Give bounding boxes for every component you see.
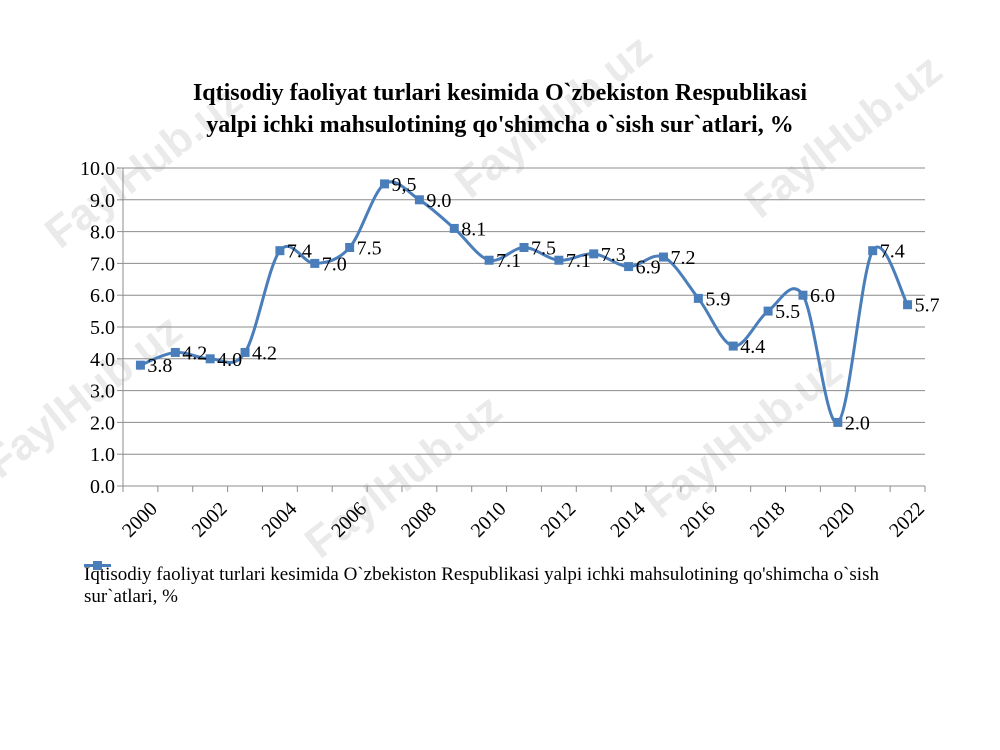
data-label: 8.1 [461, 218, 486, 240]
data-label: 7.0 [322, 253, 347, 275]
data-point-marker [380, 179, 390, 189]
data-label: 4.4 [740, 336, 765, 358]
legend-entry-label: Iqtisodiy faoliyat turlari kesimida O`zb… [84, 564, 879, 607]
data-point-marker [170, 347, 180, 357]
data-point-marker [728, 341, 738, 351]
data-label: 7.4 [287, 241, 312, 263]
data-point-marker [135, 360, 145, 370]
data-label: 7.5 [531, 238, 556, 260]
series-line [139, 180, 909, 424]
x-tick-label: 2010 [467, 498, 511, 542]
data-point-marker [763, 306, 773, 316]
x-tick-label: 2002 [188, 498, 232, 542]
data-label: 4.2 [252, 342, 277, 364]
series-markers [135, 179, 913, 427]
data-point-marker [833, 417, 843, 427]
x-tick-label: 2000 [118, 498, 162, 542]
y-tick-label: 4.0 [90, 349, 115, 371]
y-tick-label: 3.0 [90, 381, 115, 403]
data-point-marker [484, 255, 494, 265]
data-label: 9,5 [392, 174, 417, 196]
data-label: 4.2 [182, 342, 207, 364]
data-label: 5.5 [775, 301, 800, 323]
chart-title-line-2: yalpi ichki mahsulotining qo'shimcha o`s… [206, 112, 793, 138]
data-point-marker [624, 262, 634, 272]
x-tick-label: 2004 [258, 498, 302, 542]
y-tick-label: 5.0 [90, 317, 115, 339]
x-tick-labels: 2000 2002 2004 2006 2008 2010 2012 2014 2016 2018… [118, 498, 929, 542]
data-point-marker [414, 195, 424, 205]
data-label: 3.8 [147, 355, 172, 377]
data-label: 7.2 [670, 247, 695, 269]
data-point-marker [275, 246, 285, 256]
y-tick-label: 0.0 [90, 476, 115, 498]
y-tick-label: 10.0 [80, 158, 115, 180]
y-tick-label: 9.0 [90, 190, 115, 212]
y-tick-label: 6.0 [90, 285, 115, 307]
data-label: 7.5 [357, 238, 382, 260]
data-label: 7.1 [566, 250, 591, 272]
watermark-text: FaylHub.uz [296, 385, 511, 568]
data-point-marker [903, 300, 913, 310]
data-label: 5.9 [705, 288, 730, 310]
data-label: 7.3 [601, 244, 626, 266]
y-tick-label: 2.0 [90, 412, 115, 434]
axes [122, 168, 926, 492]
data-point-marker [449, 223, 459, 233]
data-point-marker [554, 255, 564, 265]
y-tick-label: 1.0 [90, 444, 115, 466]
data-label: 7.1 [496, 250, 521, 272]
data-point-marker [240, 347, 250, 357]
watermark-text: FaylHub.uz [636, 345, 851, 528]
data-point-marker [310, 258, 320, 268]
data-label: 7.4 [880, 241, 905, 263]
y-tick-labels: 0.0 1.0 2.0 3.0 4.0 5.0 6.0 7.0 8.0 9.0 10.0 [80, 158, 115, 498]
x-tick-label: 2012 [536, 498, 580, 542]
x-tick-label: 2014 [606, 498, 650, 542]
data-point-marker [798, 290, 808, 300]
data-point-marker [658, 252, 668, 262]
x-tick-label: 2018 [746, 498, 790, 542]
data-point-marker [589, 249, 599, 259]
y-tick-label: 8.0 [90, 222, 115, 244]
data-point-marker [693, 293, 703, 303]
data-point-marker [345, 243, 355, 252]
data-labels: 3.8 4.2 4.0 4.2 7.4 7.0 7.5 9,5 9.0 8.1 7.1 7.5 7.1 7… [147, 174, 939, 435]
data-label: 4.0 [217, 349, 242, 371]
gridlines [117, 167, 925, 487]
data-label: 6.9 [636, 257, 661, 279]
data-label: 5.7 [915, 295, 940, 317]
data-point-marker [868, 246, 878, 256]
data-point-marker [205, 354, 215, 364]
chart-title-line-1: Iqtisodiy faoliyat turlari kesimida O`zb… [193, 80, 807, 106]
data-label: 9.0 [426, 190, 451, 212]
data-label: 2.0 [845, 412, 870, 434]
y-tick-label: 7.0 [90, 253, 115, 275]
x-tick-label: 2020 [815, 498, 859, 542]
data-point-marker [519, 243, 529, 252]
data-label: 6.0 [810, 285, 835, 307]
x-tick-label: 2022 [885, 498, 929, 542]
